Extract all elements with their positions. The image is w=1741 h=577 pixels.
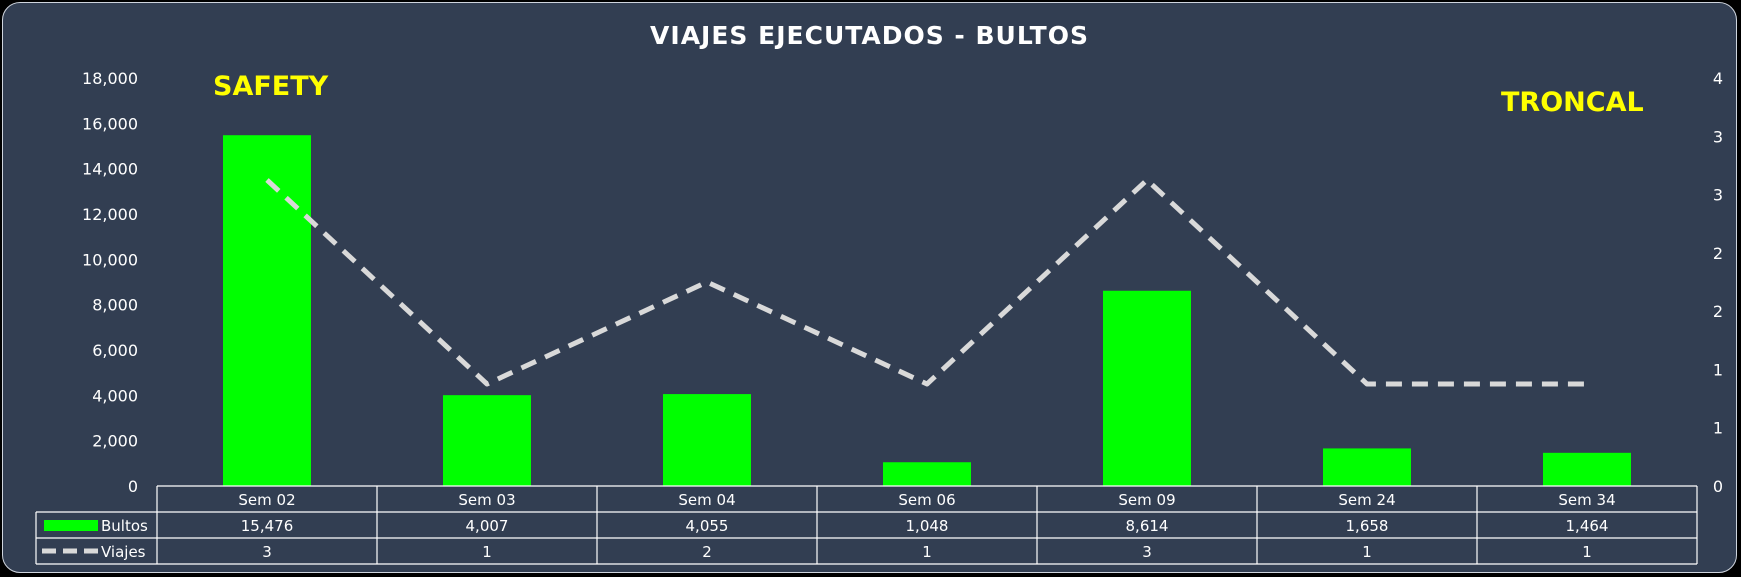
bultos-value: 4,055 (686, 517, 729, 535)
category-label: Sem 03 (458, 491, 515, 509)
category-label: Sem 34 (1558, 491, 1615, 509)
bar-bultos (223, 135, 311, 486)
line-viajes (265, 177, 1587, 387)
y-left-tick: 18,000 (82, 69, 138, 88)
viajes-value: 1 (482, 543, 492, 561)
category-label: Sem 04 (678, 491, 735, 509)
y-right-tick: 1 (1713, 360, 1723, 379)
bultos-value: 15,476 (241, 517, 294, 535)
viajes-value: 1 (1362, 543, 1372, 561)
safety-annotation: SAFETY (213, 71, 329, 102)
y-right-tick: 1 (1713, 419, 1723, 438)
y-left-tick: 14,000 (82, 160, 138, 179)
category-label: Sem 06 (898, 491, 955, 509)
bultos-value: 8,614 (1126, 517, 1169, 535)
bar-bultos (1323, 448, 1411, 486)
viajes-value: 3 (1142, 543, 1152, 561)
bultos-value: 1,464 (1566, 517, 1609, 535)
y-right-tick: 2 (1713, 244, 1723, 263)
y-right-tick: 3 (1713, 186, 1723, 205)
y-right-tick: 4 (1713, 69, 1723, 88)
troncal-annotation: TRONCAL (1501, 87, 1644, 118)
y-left-tick: 4,000 (92, 386, 138, 405)
chart-title: VIAJES EJECUTADOS - BULTOS (650, 21, 1089, 50)
viajes-value: 2 (702, 543, 712, 561)
y-left-tick: 8,000 (92, 296, 138, 315)
bultos-value: 1,658 (1346, 517, 1389, 535)
bar-bultos (1103, 290, 1191, 486)
category-label: Sem 09 (1118, 491, 1175, 509)
legend-key-bultos (44, 520, 98, 531)
bar-bultos (443, 395, 531, 486)
viajes-value: 1 (1582, 543, 1592, 561)
viajes-value: 3 (262, 543, 272, 561)
y-left-tick: 12,000 (82, 205, 138, 224)
y-right-tick: 2 (1713, 302, 1723, 321)
y-right-tick: 0 (1713, 477, 1723, 496)
category-label: Sem 24 (1338, 491, 1395, 509)
y-left-tick: 2,000 (92, 432, 138, 451)
y-left-tick: 0 (128, 477, 138, 496)
legend-label-bultos: Bultos (101, 517, 148, 535)
viajes-value: 1 (922, 543, 932, 561)
bultos-value: 4,007 (466, 517, 509, 535)
category-label: Sem 02 (238, 491, 295, 509)
y-left-tick: 6,000 (92, 341, 138, 360)
legend-label-viajes: Viajes (101, 543, 146, 561)
y-right-tick: 3 (1713, 127, 1723, 146)
bar-bultos (1543, 452, 1631, 486)
bar-bultos (883, 462, 971, 486)
y-left-tick: 10,000 (82, 250, 138, 269)
bultos-value: 1,048 (906, 517, 949, 535)
bar-bultos (663, 394, 751, 486)
y-left-tick: 16,000 (82, 114, 138, 133)
